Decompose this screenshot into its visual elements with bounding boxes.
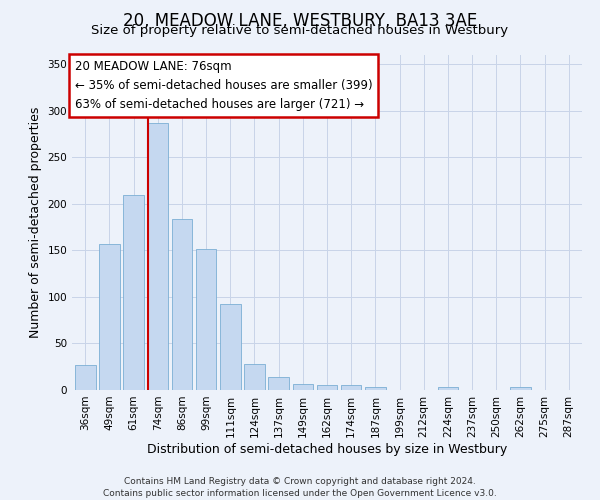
Bar bbox=[148, 123, 168, 390]
Bar bbox=[437, 387, 458, 390]
Text: Size of property relative to semi-detached houses in Westbury: Size of property relative to semi-detach… bbox=[91, 24, 509, 37]
Bar bbox=[293, 384, 313, 390]
Text: 20 MEADOW LANE: 76sqm
← 35% of semi-detached houses are smaller (399)
63% of sem: 20 MEADOW LANE: 76sqm ← 35% of semi-deta… bbox=[74, 60, 372, 111]
Bar bbox=[172, 219, 192, 390]
Bar bbox=[99, 244, 120, 390]
Bar bbox=[220, 304, 241, 390]
Bar bbox=[365, 387, 386, 390]
Bar bbox=[75, 365, 95, 390]
Text: Contains HM Land Registry data © Crown copyright and database right 2024.
Contai: Contains HM Land Registry data © Crown c… bbox=[103, 476, 497, 498]
Bar bbox=[244, 364, 265, 390]
Bar bbox=[341, 386, 361, 390]
Bar bbox=[124, 194, 144, 390]
Y-axis label: Number of semi-detached properties: Number of semi-detached properties bbox=[29, 107, 42, 338]
Bar bbox=[268, 377, 289, 390]
Bar bbox=[317, 386, 337, 390]
Bar bbox=[196, 248, 217, 390]
Text: 20, MEADOW LANE, WESTBURY, BA13 3AE: 20, MEADOW LANE, WESTBURY, BA13 3AE bbox=[123, 12, 477, 30]
X-axis label: Distribution of semi-detached houses by size in Westbury: Distribution of semi-detached houses by … bbox=[147, 442, 507, 456]
Bar bbox=[510, 387, 530, 390]
